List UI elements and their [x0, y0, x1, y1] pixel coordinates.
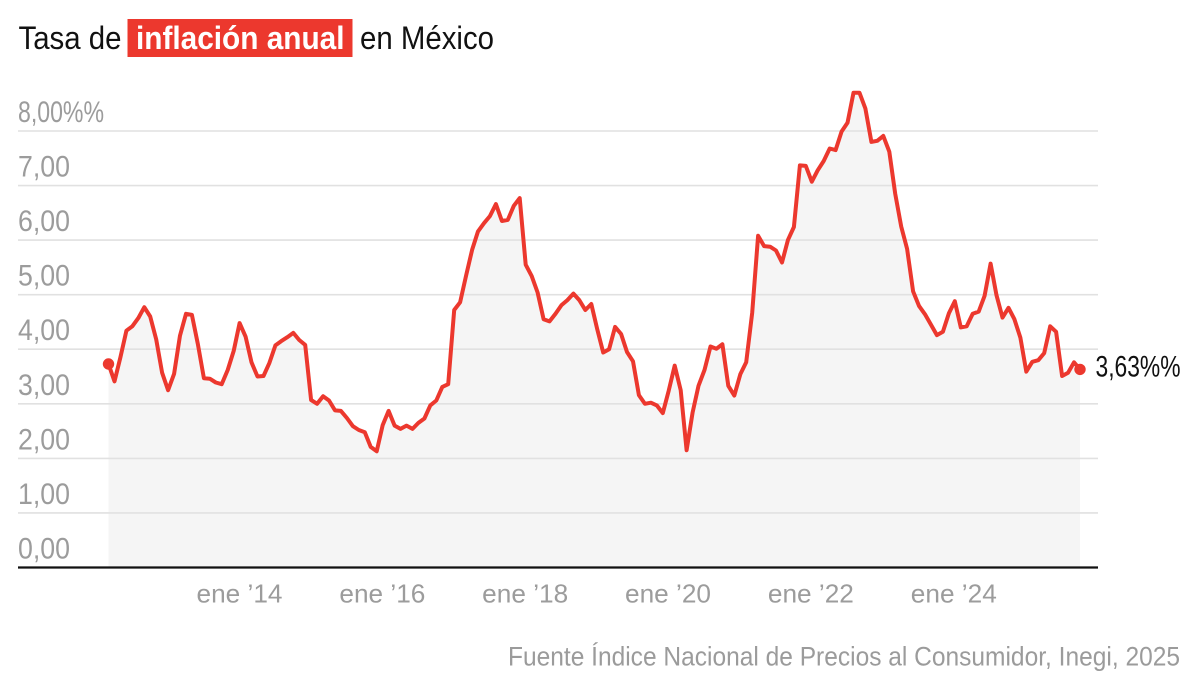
svg-text:inflación anual: inflación anual [136, 20, 345, 56]
svg-text:ene ’16: ene ’16 [339, 579, 425, 609]
svg-text:8,00%%: 8,00%% [18, 96, 104, 129]
svg-text:7,00: 7,00 [18, 151, 70, 184]
svg-text:ene ’22: ene ’22 [768, 579, 854, 609]
svg-text:6,00: 6,00 [18, 205, 70, 238]
svg-text:2,00: 2,00 [18, 423, 70, 456]
svg-text:ene ’24: ene ’24 [911, 579, 997, 609]
svg-text:ene ’20: ene ’20 [625, 579, 711, 609]
svg-text:ene ’14: ene ’14 [197, 579, 283, 609]
svg-text:5,00: 5,00 [18, 260, 70, 293]
svg-text:3,63%%: 3,63%% [1096, 351, 1181, 384]
svg-text:Tasa de: Tasa de [19, 20, 122, 56]
svg-text:4,00: 4,00 [18, 314, 70, 347]
svg-text:en México: en México [360, 20, 494, 56]
svg-text:0,00: 0,00 [18, 533, 70, 566]
svg-text:ene ’18: ene ’18 [482, 579, 568, 609]
svg-text:1,00: 1,00 [18, 478, 70, 511]
svg-text:Fuente Índice Nacional de Prec: Fuente Índice Nacional de Precios al Con… [508, 641, 1180, 671]
svg-text:3,00: 3,00 [18, 369, 70, 402]
